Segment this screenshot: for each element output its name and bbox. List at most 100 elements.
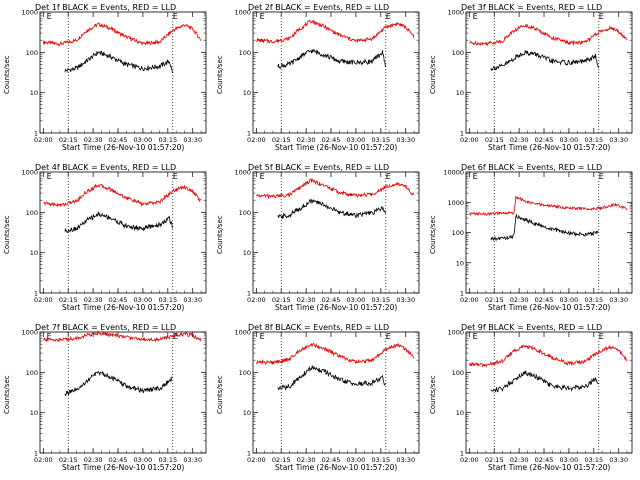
x-tick-label: 03:00 <box>347 456 366 464</box>
x-tick-label: 02:15 <box>59 296 78 304</box>
x-axis-label: Start Time (26-Nov-10 01:57:20) <box>62 143 185 152</box>
y-tick-label: 1000 <box>21 9 38 17</box>
x-axis-label: Start Time (26-Nov-10 01:57:20) <box>62 303 185 312</box>
x-tick-label: 02:30 <box>84 136 103 144</box>
y-axis-label: Counts/sec <box>3 215 11 254</box>
x-tick-label: 02:00 <box>247 456 266 464</box>
chart-title: Det 8f BLACK = Events, RED = LLD <box>248 323 390 332</box>
x-tick-label: 02:45 <box>322 456 341 464</box>
marker-label: E <box>386 12 391 21</box>
x-axis-label: Start Time (26-Nov-10 01:57:20) <box>488 303 611 312</box>
chart-svg: 1 10 100 1000 02:00 02:15 02:30 02:45 03:00 03:15… <box>234 169 420 304</box>
x-axis-label: Start Time (26-Nov-10 01:57:20) <box>488 463 611 472</box>
events-series-line <box>277 364 386 391</box>
x-tick-label: 03:15 <box>584 136 603 144</box>
x-tick-label: 02:00 <box>460 136 479 144</box>
y-tick-label: 10 <box>456 409 464 417</box>
x-tick-label: 02:00 <box>460 456 479 464</box>
y-tick-label: 1 <box>460 290 464 298</box>
plot-frame <box>39 11 207 134</box>
y-axis-label: Counts/sec <box>3 375 11 414</box>
x-tick-label: 02:45 <box>322 296 341 304</box>
x-tick-label: 02:15 <box>272 456 291 464</box>
x-tick-label: 03:30 <box>183 296 202 304</box>
x-tick-label: 03:00 <box>134 136 153 144</box>
chart-panel-7: 1 10 100 1000 02:00 02:15 02:30 02:45 03:00 03:15… <box>0 320 213 480</box>
y-tick-label: 1 <box>34 290 38 298</box>
marker-label: E <box>260 12 265 21</box>
chart-title: Det 1f BLACK = Events, RED = LLD <box>35 3 177 12</box>
x-tick-label: 03:00 <box>134 296 153 304</box>
y-tick-label: 1000 <box>234 169 251 177</box>
y-tick-label: 100 <box>452 369 464 377</box>
x-tick-label: 02:45 <box>535 296 554 304</box>
chart-svg: 1 10 100 1000 02:00 02:15 02:30 02:45 03:00 03:15… <box>21 169 207 304</box>
x-tick-label: 02:30 <box>297 136 316 144</box>
chart-title: Det 4f BLACK = Events, RED = LLD <box>35 163 177 172</box>
y-tick-label: 100 <box>239 209 251 217</box>
lld-series-line <box>469 23 628 47</box>
y-tick-label: 1000 <box>234 329 251 337</box>
x-tick-label: 02:30 <box>297 296 316 304</box>
chart-panel-5: 1 10 100 1000 02:00 02:15 02:30 02:45 03:00 03:15… <box>213 160 426 320</box>
y-tick-label: 100 <box>452 49 464 57</box>
y-tick-label: 10 <box>243 249 251 257</box>
events-series-line <box>490 370 599 393</box>
chart-svg: 1 10 100 1000 10000 02:00 02:15 02:30 02:45 03:00… <box>443 169 633 304</box>
x-tick-label: 02:15 <box>485 456 504 464</box>
x-tick-label: 02:15 <box>485 296 504 304</box>
x-tick-label: 03:00 <box>347 136 366 144</box>
x-tick-label: 02:30 <box>84 456 103 464</box>
chart-svg: 1 10 100 1000 02:00 02:15 02:30 02:45 03:00 03:15… <box>21 329 207 464</box>
y-tick-label: 10 <box>30 89 38 97</box>
x-tick-label: 03:00 <box>560 296 579 304</box>
y-tick-label: 1000 <box>21 169 38 177</box>
chart-panel-8: 1 10 100 1000 02:00 02:15 02:30 02:45 03:00 03:15… <box>213 320 426 480</box>
marker-label: E <box>473 172 478 181</box>
y-tick-label: 1 <box>460 450 464 458</box>
y-tick-label: 10 <box>456 89 464 97</box>
x-tick-label: 03:15 <box>371 296 390 304</box>
x-tick-label: 02:15 <box>485 136 504 144</box>
y-tick-label: 10 <box>243 409 251 417</box>
y-tick-label: 10000 <box>443 169 464 177</box>
y-axis-label: Counts/sec <box>3 55 11 94</box>
x-tick-label: 02:00 <box>247 136 266 144</box>
x-tick-label: 03:30 <box>183 456 202 464</box>
y-axis-label: Counts/sec <box>216 55 224 94</box>
y-tick-label: 10 <box>30 249 38 257</box>
x-axis-label: Start Time (26-Nov-10 01:57:20) <box>275 303 398 312</box>
lld-series-line <box>43 330 202 343</box>
chart-svg: 1 10 100 1000 02:00 02:15 02:30 02:45 03:00 03:15… <box>234 9 420 144</box>
x-tick-label: 03:30 <box>396 136 415 144</box>
marker-label: E <box>599 332 604 341</box>
y-tick-label: 100 <box>239 369 251 377</box>
chart-panel-2: 1 10 100 1000 02:00 02:15 02:30 02:45 03:00 03:15… <box>213 0 426 160</box>
lld-series-line <box>469 195 628 217</box>
x-tick-label: 03:15 <box>158 296 177 304</box>
plot-frame <box>465 11 633 134</box>
plot-frame <box>39 331 207 454</box>
x-axis-label: Start Time (26-Nov-10 01:57:20) <box>275 463 398 472</box>
x-tick-label: 03:00 <box>134 456 153 464</box>
events-series-line <box>64 210 173 234</box>
x-tick-label: 03:30 <box>609 456 628 464</box>
chart-title: Det 3f BLACK = Events, RED = LLD <box>461 3 603 12</box>
x-tick-label: 03:00 <box>560 456 579 464</box>
events-series-line <box>64 50 173 74</box>
chart-title: Det 9f BLACK = Events, RED = LLD <box>461 323 603 332</box>
x-tick-label: 02:00 <box>460 296 479 304</box>
x-tick-label: 02:30 <box>297 456 316 464</box>
y-tick-label: 1 <box>247 290 251 298</box>
marker-label: E <box>47 12 52 21</box>
x-tick-label: 02:00 <box>247 296 266 304</box>
x-axis-label: Start Time (26-Nov-10 01:57:20) <box>275 143 398 152</box>
x-tick-label: 02:30 <box>84 296 103 304</box>
chart-title: Det 6f BLACK = Events, RED = LLD <box>461 163 603 172</box>
events-series-line <box>490 50 599 72</box>
marker-label: E <box>599 12 604 21</box>
marker-label: E <box>473 12 478 21</box>
x-tick-label: 02:15 <box>272 296 291 304</box>
chart-svg: 1 10 100 1000 02:00 02:15 02:30 02:45 03:00 03:15… <box>447 329 633 464</box>
